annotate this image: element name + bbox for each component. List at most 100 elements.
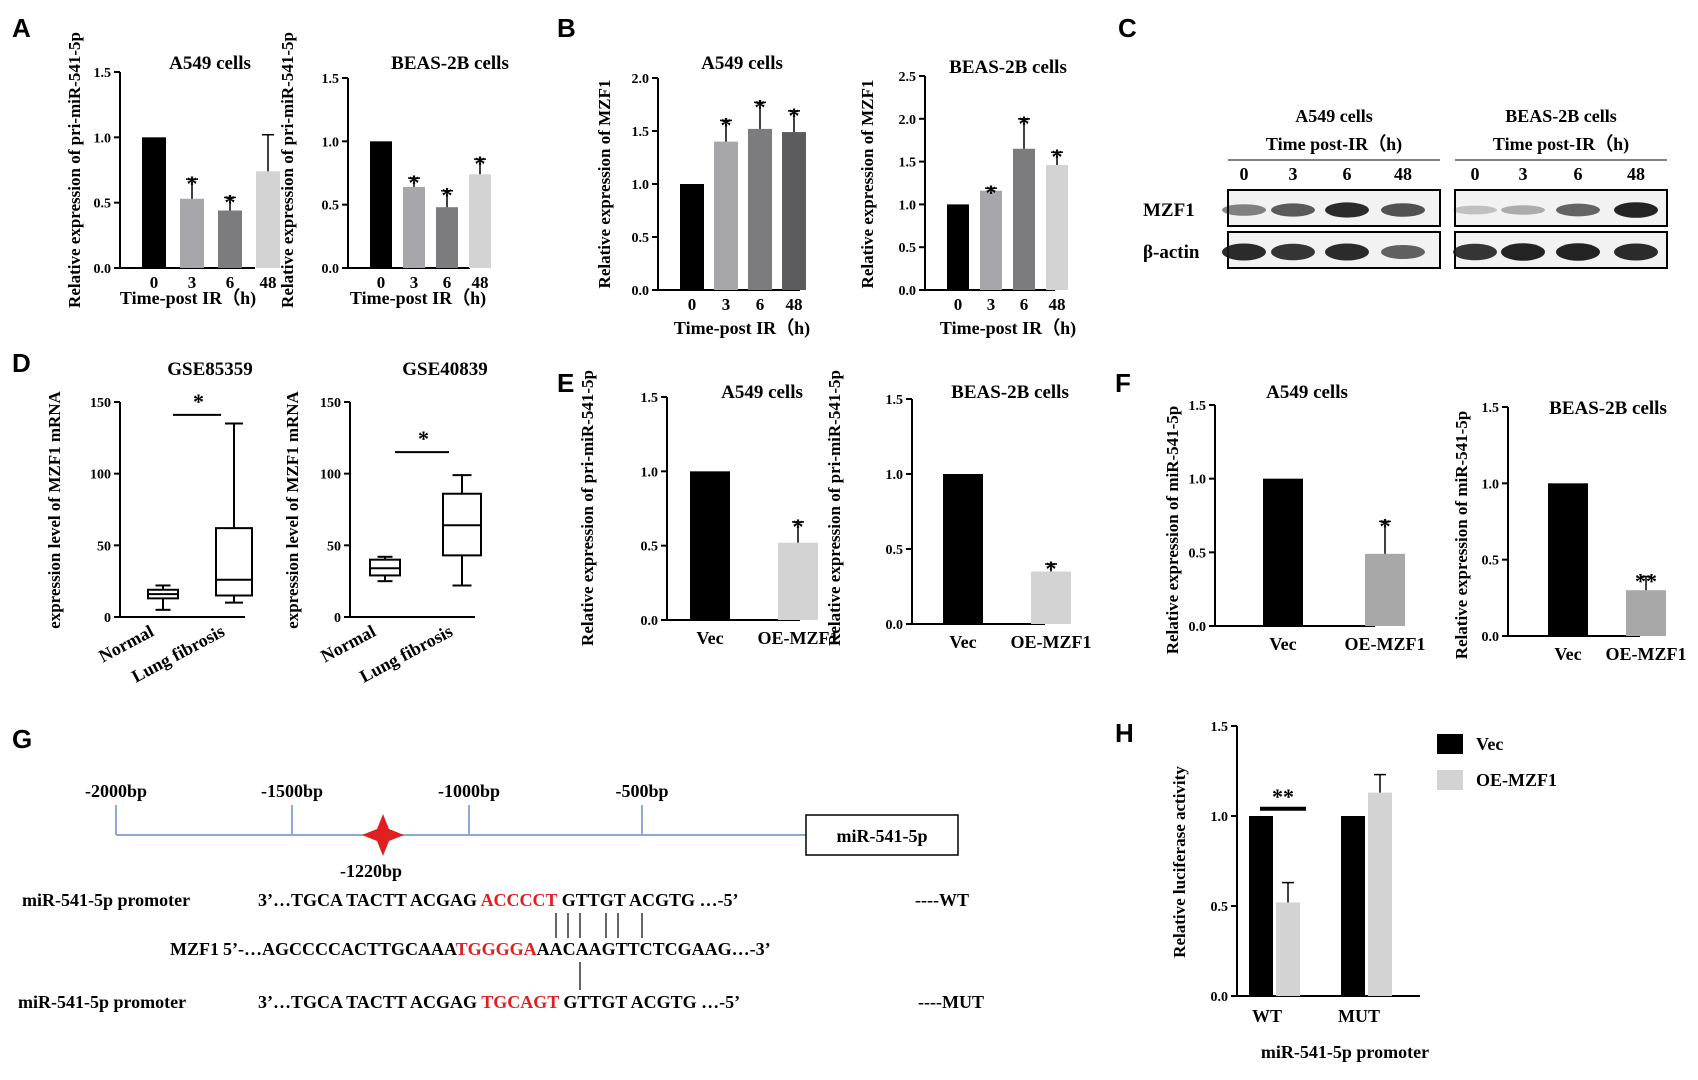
x-axis-label: Time-post IR（h) xyxy=(120,288,256,309)
significance-mark: * xyxy=(986,180,997,205)
y-tick-label: 1.0 xyxy=(94,131,112,146)
band-actin xyxy=(1325,243,1369,261)
chart-title: A549 cells xyxy=(701,53,783,74)
row-label: MZF1 xyxy=(1143,200,1195,221)
y-tick-label: 1.5 xyxy=(641,391,659,406)
y-tick-label: 0.0 xyxy=(1189,620,1207,635)
chart-F1: 0.0 0.5 1.0 1.5 A549 cells F Relative expressi… xyxy=(1115,368,1426,654)
x-tick-label: 6 xyxy=(1020,295,1029,314)
y-axis-label: Relative expression of MZF1 xyxy=(595,80,614,289)
blot-time-label: Time post-IR（h) xyxy=(1493,134,1629,155)
gene-box-label: miR-541-5p xyxy=(837,826,928,846)
sequence-pre: 3’…TGCA TACTT ACGAG xyxy=(258,992,481,1012)
y-tick-label: 0.0 xyxy=(1482,630,1500,645)
panel-label: D xyxy=(12,348,31,378)
band-mzf1 xyxy=(1556,203,1600,217)
y-tick-label: 50 xyxy=(327,539,341,554)
y-tick-label: 0.0 xyxy=(1211,990,1229,1005)
legend-label: OE-MZF1 xyxy=(1476,770,1557,790)
promoter-schematic: G -2000bp -1500bp -1000bp -500bp -1220bp miR-5… xyxy=(12,724,984,1012)
y-tick-label: 150 xyxy=(90,396,111,411)
x-tick-label: 6 xyxy=(756,295,765,314)
y-axis-label: expression level of MZF1 mRNA xyxy=(283,390,302,628)
binding-site-label: -1220bp xyxy=(340,861,402,881)
bar xyxy=(1548,483,1588,636)
bar xyxy=(436,207,458,268)
blot-cell-line: BEAS-2B cells xyxy=(1505,106,1617,126)
legend-label: Vec xyxy=(1476,734,1503,754)
y-tick-label: 0.5 xyxy=(322,199,340,214)
lane-label: 0 xyxy=(1240,164,1249,184)
significance-mark: * xyxy=(1380,513,1391,538)
panel-label: E xyxy=(557,368,574,398)
lane-label: 48 xyxy=(1627,164,1645,184)
x-tick-label: 6 xyxy=(443,273,452,292)
sequence-text: 3’…TGCA TACTT ACGAG TGCAGT GTTGT ACGTG …… xyxy=(258,992,740,1012)
panel-label: H xyxy=(1115,718,1134,748)
y-axis-label: Relative expression of MZF1 xyxy=(858,80,877,289)
panel-label: G xyxy=(12,724,32,754)
band-actin xyxy=(1614,243,1658,261)
y-tick-label: 1.0 xyxy=(1189,473,1207,488)
chart-title: A549 cells xyxy=(721,382,803,403)
chart-E2: 0.0 0.5 1.0 1.5 BEAS-2B cells Relative expres… xyxy=(825,370,1092,652)
chart-title: BEAS-2B cells xyxy=(951,382,1069,403)
significance-mark: * xyxy=(475,151,486,176)
y-tick-label: 2.0 xyxy=(899,113,917,128)
y-tick-label: 50 xyxy=(97,539,111,554)
y-tick-label: 1.5 xyxy=(1211,720,1229,735)
bar xyxy=(1263,478,1303,626)
y-axis-label: Relative expression of pri-miR-541-5p xyxy=(578,370,597,646)
bar xyxy=(218,210,242,268)
y-tick-label: 0.0 xyxy=(641,614,659,629)
y-tick-label: 100 xyxy=(90,468,111,483)
bar xyxy=(947,204,969,290)
y-tick-label: 1.0 xyxy=(886,468,904,483)
y-tick-label: 0.5 xyxy=(1211,900,1229,915)
x-tick-label: 3 xyxy=(987,295,996,314)
panel-label: C xyxy=(1118,13,1137,43)
y-tick-label: 0.0 xyxy=(886,618,904,633)
sequence-highlight: ACCCCT xyxy=(481,890,558,910)
band-mzf1 xyxy=(1453,205,1497,215)
band-mzf1 xyxy=(1501,205,1545,215)
chart-B1: 0.0 0.5 1.0 1.5 2.0 A549 cells B Relative expre… xyxy=(557,13,810,339)
band-actin xyxy=(1501,243,1545,261)
sequence-pre: 3’…TGCA TACTT ACGAG xyxy=(258,890,481,910)
y-tick-label: 0.5 xyxy=(899,241,917,256)
chart-title: A549 cells xyxy=(1266,382,1348,403)
significance-mark: * xyxy=(442,183,453,208)
y-tick-label: 1.0 xyxy=(1211,810,1229,825)
x-tick-label: 0 xyxy=(688,295,697,314)
x-tick-label: 48 xyxy=(472,273,489,292)
y-tick-label: 0.0 xyxy=(632,284,650,299)
y-axis-label: Relative expression of pri-miR-541-5p xyxy=(65,32,84,308)
chart-H: 0.0 0.5 1.0 1.5 H Relative luciferase activit… xyxy=(1115,718,1557,1062)
x-tick-label: 48 xyxy=(786,295,803,314)
x-tick-label: Vec xyxy=(949,632,976,652)
sequence-row-label: miR-541-5p promoter xyxy=(18,992,186,1012)
chart-title: A549 cells xyxy=(169,53,251,74)
significance-mark: * xyxy=(1052,144,1063,169)
chart-A2: 0.0 0.5 1.0 1.5 BEAS-2B cells Relative expres… xyxy=(278,32,509,309)
y-tick-label: 0 xyxy=(104,611,111,626)
sequence-tag: ----MUT xyxy=(918,992,984,1012)
x-tick-label: WT xyxy=(1252,1006,1282,1026)
lane-label: 0 xyxy=(1471,164,1480,184)
lane-label: 48 xyxy=(1394,164,1412,184)
x-tick-label: MUT xyxy=(1338,1006,1380,1026)
chart-title: GSE85359 xyxy=(167,359,253,380)
bar xyxy=(1046,165,1068,290)
x-axis-label: Time-post IR（h) xyxy=(940,318,1076,339)
y-tick-label: 0.5 xyxy=(1189,546,1207,561)
row-label: β-actin xyxy=(1143,242,1200,263)
y-tick-label: 1.5 xyxy=(899,156,917,171)
sequence-post: AACAAGTTCTCGAAG…-3’ xyxy=(537,939,771,959)
chart-title: BEAS-2B cells xyxy=(1549,398,1667,419)
bar xyxy=(782,132,806,290)
chart-title: BEAS-2B cells xyxy=(949,57,1067,78)
lane-label: 6 xyxy=(1574,164,1583,184)
chart-F2: 0.0 0.5 1.0 1.5 BEAS-2B cells Relative expres… xyxy=(1452,398,1687,664)
significance-mark: * xyxy=(1019,111,1030,136)
gene-box xyxy=(805,814,959,856)
